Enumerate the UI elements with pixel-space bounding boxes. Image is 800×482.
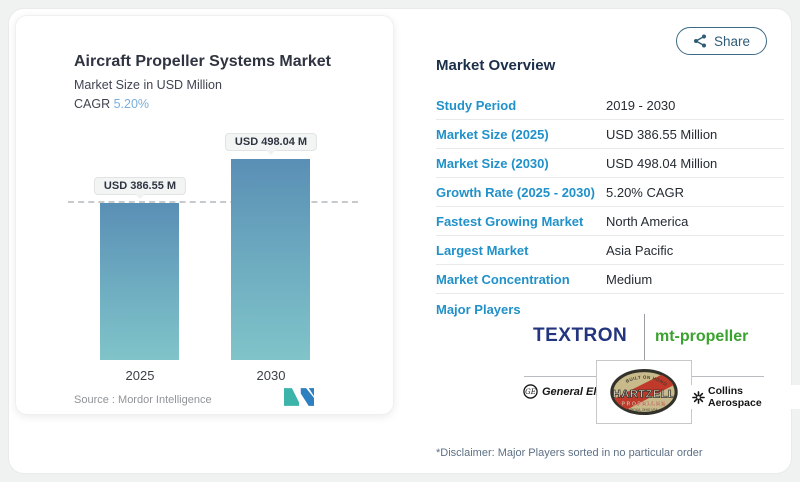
table-row: Study Period 2019 - 2030 xyxy=(436,91,784,120)
major-players-label: Major Players xyxy=(436,302,521,317)
row-value: USD 498.04 Million xyxy=(606,155,718,171)
collins-logo-text: Collins Aerospace xyxy=(708,385,762,409)
x-tick-2025: 2025 xyxy=(125,368,155,383)
svg-text:PROPELLER: PROPELLER xyxy=(622,401,667,407)
source-label: Source : xyxy=(74,394,119,406)
share-button[interactable]: Share xyxy=(675,27,767,55)
overview-table: Study Period 2019 - 2030 Market Size (20… xyxy=(436,91,784,294)
table-row: Largest Market Asia Pacific xyxy=(436,236,784,265)
table-row: Market Size (2025) USD 386.55 Million xyxy=(436,120,784,149)
hartzell-propeller-logo: BUILT ON HONOR HARTZELL PROPELLER PIQUA,… xyxy=(596,360,692,424)
table-row: Growth Rate (2025 - 2030) 5.20% CAGR xyxy=(436,178,784,207)
report-card: Share Aircraft Propeller Systems Market … xyxy=(8,8,800,474)
source-value: Mordor Intelligence xyxy=(118,394,212,406)
row-label: Study Period xyxy=(436,97,517,113)
row-label: Growth Rate (2025 - 2030) xyxy=(436,184,595,200)
row-label: Market Size (2030) xyxy=(436,155,549,171)
table-row: Fastest Growing Market North America xyxy=(436,207,784,236)
row-value: Medium xyxy=(606,271,653,287)
table-row: Market Concentration Medium xyxy=(436,265,784,294)
row-value: 2019 - 2030 xyxy=(606,97,676,113)
chart-cagr: CAGR 5.20% xyxy=(74,97,149,111)
share-icon xyxy=(693,33,707,49)
table-row: Market Size (2030) USD 498.04 Million xyxy=(436,149,784,178)
row-label: Largest Market xyxy=(436,242,529,258)
svg-text:PIQUA, OHIO USA: PIQUA, OHIO USA xyxy=(630,408,658,412)
x-tick-2030: 2030 xyxy=(256,368,286,383)
row-value: Asia Pacific xyxy=(606,242,674,258)
reference-dashed-line xyxy=(68,201,358,203)
chart-subtitle: Market Size in USD Million xyxy=(74,78,222,92)
collins-starburst-icon xyxy=(692,390,705,404)
textron-logo: TEXTRON xyxy=(533,325,628,346)
chart-title: Aircraft Propeller Systems Market xyxy=(74,53,331,70)
row-label: Market Size (2025) xyxy=(436,126,549,142)
source-attribution: Source : Mordor Intelligence xyxy=(74,394,212,406)
row-label: Market Concentration xyxy=(436,271,570,287)
major-players-logos: TEXTRON mt-propeller GE General Electric xyxy=(509,314,800,444)
collins-aerospace-logo: Collins Aerospace xyxy=(689,385,800,409)
bar-2025[interactable] xyxy=(100,203,179,360)
cagr-value: 5.20% xyxy=(113,97,150,111)
bar-2030[interactable] xyxy=(231,159,310,360)
row-value: 5.20% CAGR xyxy=(606,184,685,200)
cagr-label: CAGR xyxy=(74,97,114,111)
overview-title: Market Overview xyxy=(436,57,556,74)
svg-text:HARTZELL: HARTZELL xyxy=(613,388,675,400)
mt-propeller-logo: mt-propeller xyxy=(655,328,749,345)
market-size-chart-card: Aircraft Propeller Systems Market Market… xyxy=(15,15,394,415)
row-label: Fastest Growing Market xyxy=(436,213,584,229)
market-overview-panel: Market Overview Study Period 2019 - 2030… xyxy=(436,57,800,459)
svg-text:GE: GE xyxy=(525,387,536,396)
row-value: North America xyxy=(606,213,689,229)
disclaimer-text: *Disclaimer: Major Players sorted in no … xyxy=(436,447,703,459)
ge-monogram-icon: GE xyxy=(523,384,538,399)
logo-vertical-divider xyxy=(644,314,645,360)
row-value: USD 386.55 Million xyxy=(606,126,718,142)
bar-2030-value-label: USD 498.04 M xyxy=(224,133,318,151)
share-label: Share xyxy=(713,33,750,49)
bar-2025-value-label: USD 386.55 M xyxy=(93,177,187,195)
mordor-intelligence-logo-icon xyxy=(284,388,314,411)
